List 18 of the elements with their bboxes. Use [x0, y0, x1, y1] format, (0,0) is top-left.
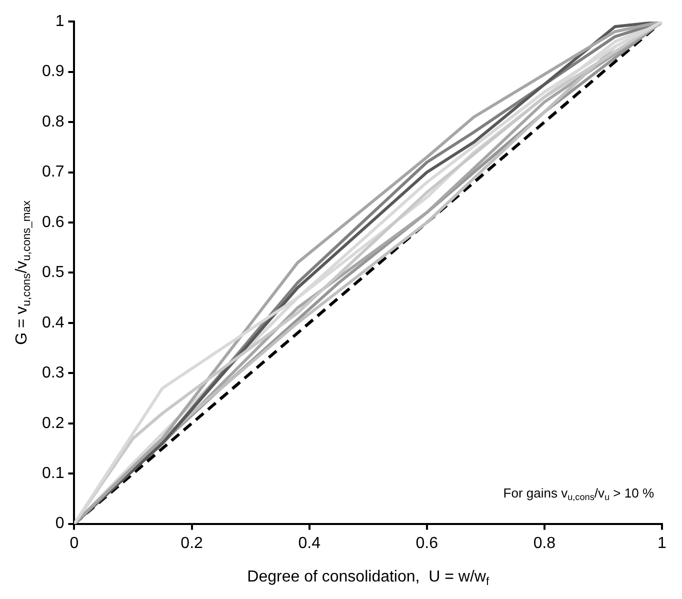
y-tick-label: 0.6	[42, 214, 64, 231]
y-tick-label: 0.9	[42, 63, 64, 80]
y-tick-label: 0.8	[42, 113, 64, 130]
x-tick-label: 0.4	[298, 534, 321, 552]
x-tick-label: 1	[658, 534, 667, 552]
y-tick-label: 0.1	[42, 464, 64, 482]
x-tick-label: 0.6	[416, 534, 438, 552]
y-tick-label: 0.4	[42, 314, 64, 332]
y-axis-title: G = vu,cons/vu,cons_max	[13, 200, 33, 345]
x-tick-label: 0.2	[180, 534, 204, 552]
x-tick-label: 0.8	[533, 534, 556, 552]
y-tick-label: 0.7	[42, 164, 64, 181]
y-tick-label: 0.3	[42, 364, 64, 382]
y-tick-label: 0.2	[42, 414, 64, 432]
x-tick-label: 0	[70, 534, 79, 552]
y-tick-label: 0	[55, 515, 64, 532]
y-tick-label: 1	[55, 13, 64, 30]
y-tick-label: 0.5	[42, 264, 64, 282]
